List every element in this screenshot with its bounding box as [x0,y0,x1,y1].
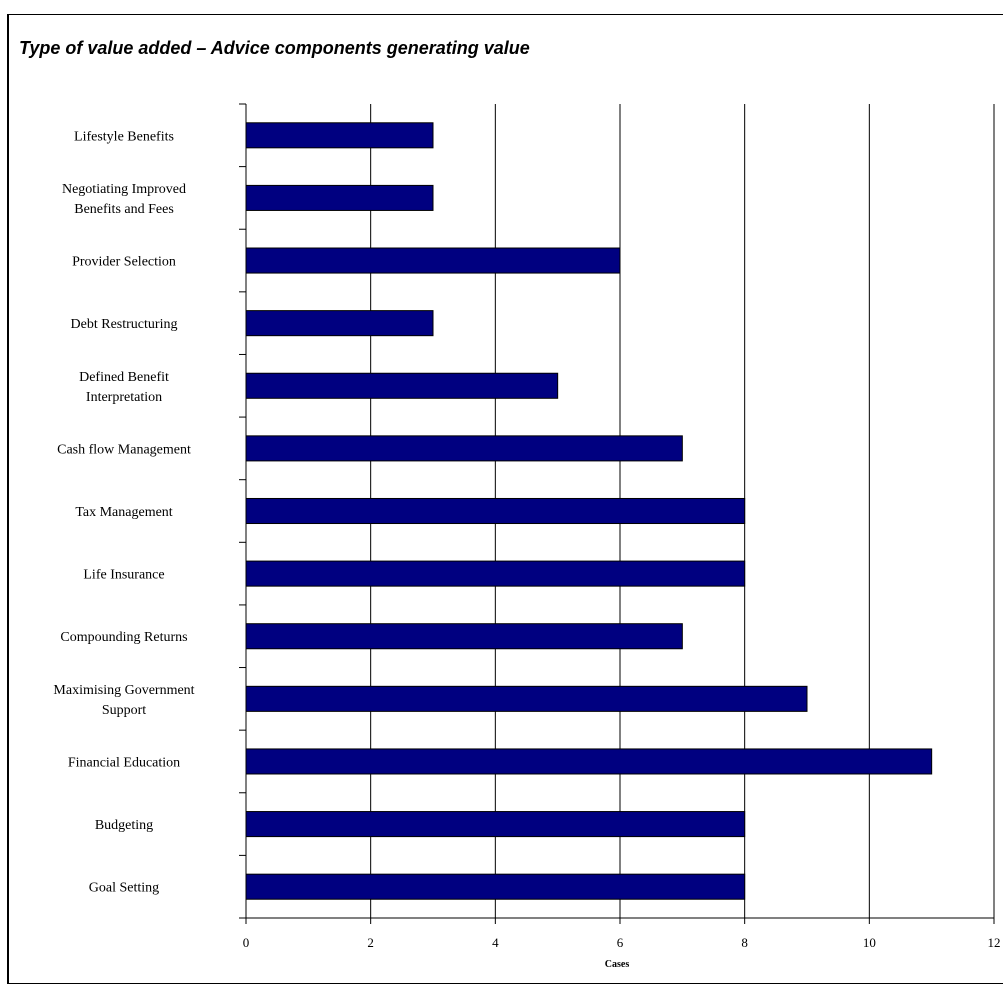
x-tick-label: 12 [988,935,1001,950]
x-tick-label: 2 [367,935,374,950]
category-label: Life Insurance [83,568,164,583]
category-label: Benefits and Fees [74,202,174,217]
bar [245,623,683,650]
bar [245,497,746,525]
category-label: Maximising Government [53,683,194,698]
bar [245,435,683,462]
category-label: Compounding Returns [60,630,187,645]
x-tick-label: 8 [741,935,748,950]
bar [245,873,746,900]
x-axis-title: Cases [605,959,630,970]
x-tick-label: 10 [863,935,876,950]
category-label: Financial Education [68,755,180,770]
category-label: Budgeting [95,818,153,833]
bar [245,811,746,838]
bar [245,247,621,274]
bar [245,310,434,337]
bar [245,122,434,149]
bar [245,372,559,399]
category-label: Interpretation [86,390,162,405]
category-label: Goal Setting [89,881,159,896]
category-label: Provider Selection [72,255,176,270]
bar [245,560,746,587]
category-label: Cash flow Management [57,442,191,457]
category-label: Lifestyle Benefits [74,129,174,144]
category-label: Support [102,703,146,718]
x-tick-label: 6 [617,935,624,950]
chart-frame [7,14,1003,984]
bar [245,685,808,712]
category-label: Defined Benefit [79,370,169,385]
chart-title: Type of value added – Advice components … [19,38,530,58]
category-label: Debt Restructuring [71,317,178,332]
x-tick-label: 0 [243,935,250,950]
bar [245,184,434,211]
category-label: Tax Management [75,505,172,520]
category-label: Negotiating Improved [62,182,186,197]
bar [245,748,933,775]
x-tick-label: 4 [492,935,499,950]
